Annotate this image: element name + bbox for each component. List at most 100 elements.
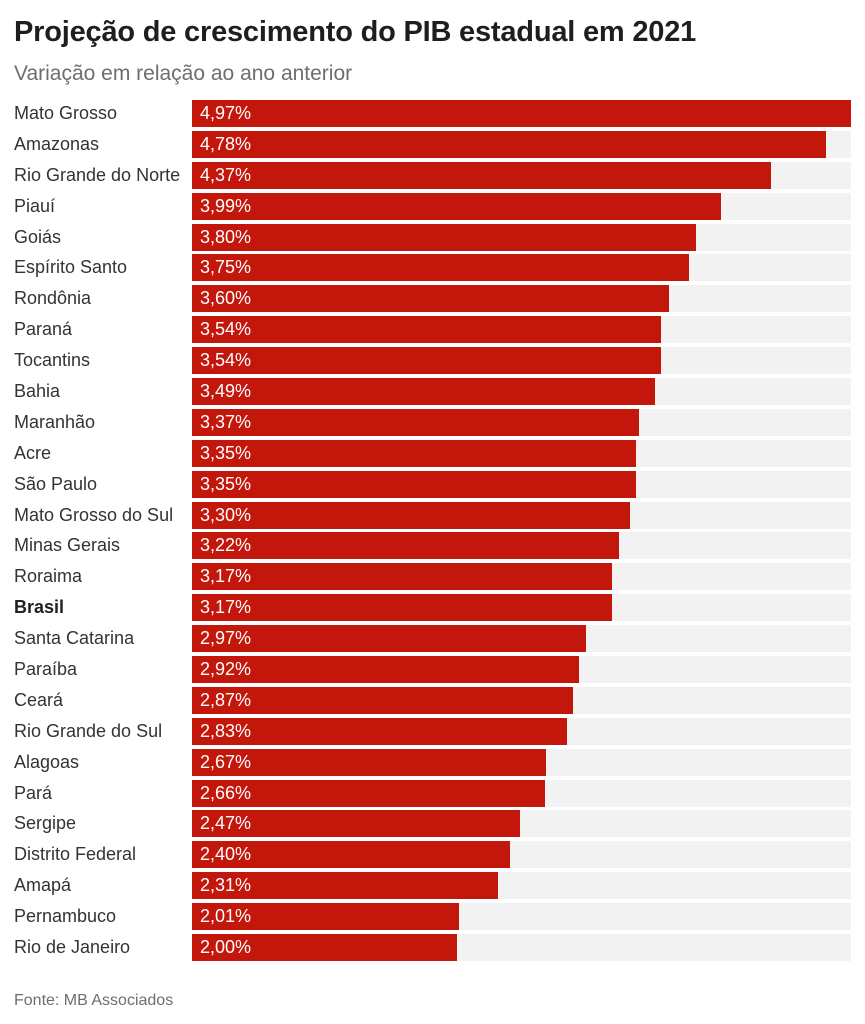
value-label: 2,83% <box>200 720 252 741</box>
bar-track: 2,92% <box>192 656 851 684</box>
category-label: Bahia <box>14 381 61 402</box>
bar: 3,37% <box>192 408 639 436</box>
bar: 2,01% <box>192 903 459 931</box>
chart-row: Amapá 2,31% <box>14 872 851 900</box>
value-label: 3,17% <box>200 566 252 587</box>
chart-row: Mato Grosso 4,97% <box>14 100 851 127</box>
bar: 3,75% <box>192 254 690 282</box>
bar-track: 2,87% <box>192 686 851 714</box>
bar-track: 3,80% <box>192 223 851 251</box>
value-label: 3,54% <box>200 319 252 340</box>
value-label: 2,67% <box>200 751 252 772</box>
value-label: 2,87% <box>200 689 252 710</box>
value-label: 2,00% <box>200 937 252 958</box>
category-label: Espírito Santo <box>14 257 128 278</box>
category-label: Acre <box>14 442 52 463</box>
bar-track: 3,22% <box>192 532 851 560</box>
value-label: 2,97% <box>200 628 252 649</box>
chart-row: Rio Grande do Sul 2,83% <box>14 717 851 745</box>
value-label: 2,40% <box>200 844 252 865</box>
bar-track: 3,49% <box>192 378 851 406</box>
bar-track: 4,97% <box>192 100 851 127</box>
bar: 3,60% <box>192 285 670 313</box>
bar-chart: Mato Grosso 4,97% Amazonas 4,78% Rio Gra… <box>14 100 851 965</box>
bar: 2,47% <box>192 810 520 838</box>
bar: 3,17% <box>192 563 613 591</box>
bar-track: 3,75% <box>192 254 851 282</box>
chart-row: São Paulo 3,35% <box>14 470 851 498</box>
bar: 3,99% <box>192 192 722 220</box>
value-label: 4,97% <box>200 103 252 123</box>
value-label: 3,17% <box>200 597 252 618</box>
chart-row: Pará 2,66% <box>14 779 851 807</box>
category-label: Goiás <box>14 226 62 247</box>
category-label: Alagoas <box>14 751 80 772</box>
bar: 2,87% <box>192 686 573 714</box>
chart-row: Paraná 3,54% <box>14 316 851 344</box>
bar-track: 4,78% <box>192 130 851 158</box>
bar: 4,37% <box>192 161 772 189</box>
value-label: 2,01% <box>200 906 252 927</box>
category-label: Sergipe <box>14 813 77 834</box>
bar-track: 4,37% <box>192 161 851 189</box>
value-label: 3,22% <box>200 535 252 556</box>
chart-row: Tocantins 3,54% <box>14 347 851 375</box>
bar-track: 2,01% <box>192 903 851 931</box>
bar-track: 3,54% <box>192 347 851 375</box>
bar: 3,54% <box>192 316 662 344</box>
bar: 2,92% <box>192 656 580 684</box>
chart-row: Amazonas 4,78% <box>14 130 851 158</box>
chart-row: Santa Catarina 2,97% <box>14 625 851 653</box>
bar-track: 2,00% <box>192 934 851 962</box>
bar: 2,40% <box>192 841 511 869</box>
bar-track: 3,54% <box>192 316 851 344</box>
category-label: Paraná <box>14 319 73 340</box>
chart-row: Sergipe 2,47% <box>14 810 851 838</box>
category-label: Mato Grosso do Sul <box>14 504 174 525</box>
chart-row: Paraíba 2,92% <box>14 656 851 684</box>
category-label: Amazonas <box>14 133 100 154</box>
bar-track: 2,67% <box>192 748 851 776</box>
value-label: 2,31% <box>200 875 252 896</box>
value-label: 3,80% <box>200 226 252 247</box>
value-label: 2,47% <box>200 813 252 834</box>
chart-row: Bahia 3,49% <box>14 378 851 406</box>
category-label: São Paulo <box>14 473 98 494</box>
chart-source: Fonte: MB Associados <box>14 992 174 1009</box>
value-label: 3,75% <box>200 257 252 278</box>
value-label: 2,66% <box>200 782 252 803</box>
category-label: Amapá <box>14 875 72 896</box>
category-label: Minas Gerais <box>14 535 121 556</box>
bar-track: 3,17% <box>192 563 851 591</box>
value-label: 4,78% <box>200 133 252 154</box>
value-label: 3,37% <box>200 411 252 432</box>
chart-row: Rondônia 3,60% <box>14 285 851 313</box>
value-label: 3,99% <box>200 195 252 216</box>
chart-row: Ceará 2,87% <box>14 686 851 714</box>
chart-row: Alagoas 2,67% <box>14 748 851 776</box>
chart-row: Maranhão 3,37% <box>14 408 851 436</box>
chart-title: Projeção de crescimento do PIB estadual … <box>14 16 697 48</box>
bar-track: 2,40% <box>192 841 851 869</box>
category-label: Piauí <box>14 195 56 216</box>
category-label: Santa Catarina <box>14 628 135 649</box>
bar: 3,22% <box>192 532 619 560</box>
chart-row: Minas Gerais 3,22% <box>14 532 851 560</box>
category-label: Mato Grosso <box>14 103 118 123</box>
bar-track: 2,47% <box>192 810 851 838</box>
bar: 3,54% <box>192 347 662 375</box>
chart-row: Distrito Federal 2,40% <box>14 841 851 869</box>
bar: 3,17% <box>192 594 613 622</box>
bar: 3,30% <box>192 501 630 529</box>
value-label: 3,60% <box>200 288 252 309</box>
category-label: Rondônia <box>14 288 92 309</box>
bar: 4,97% <box>192 100 851 127</box>
bar: 3,35% <box>192 439 637 467</box>
chart-row: Brasil 3,17% <box>14 594 851 622</box>
bar: 3,80% <box>192 223 696 251</box>
chart-row: Goiás 3,80% <box>14 223 851 251</box>
category-label: Rio Grande do Norte <box>14 164 181 185</box>
value-label: 3,35% <box>200 442 252 463</box>
chart-row: Acre 3,35% <box>14 439 851 467</box>
